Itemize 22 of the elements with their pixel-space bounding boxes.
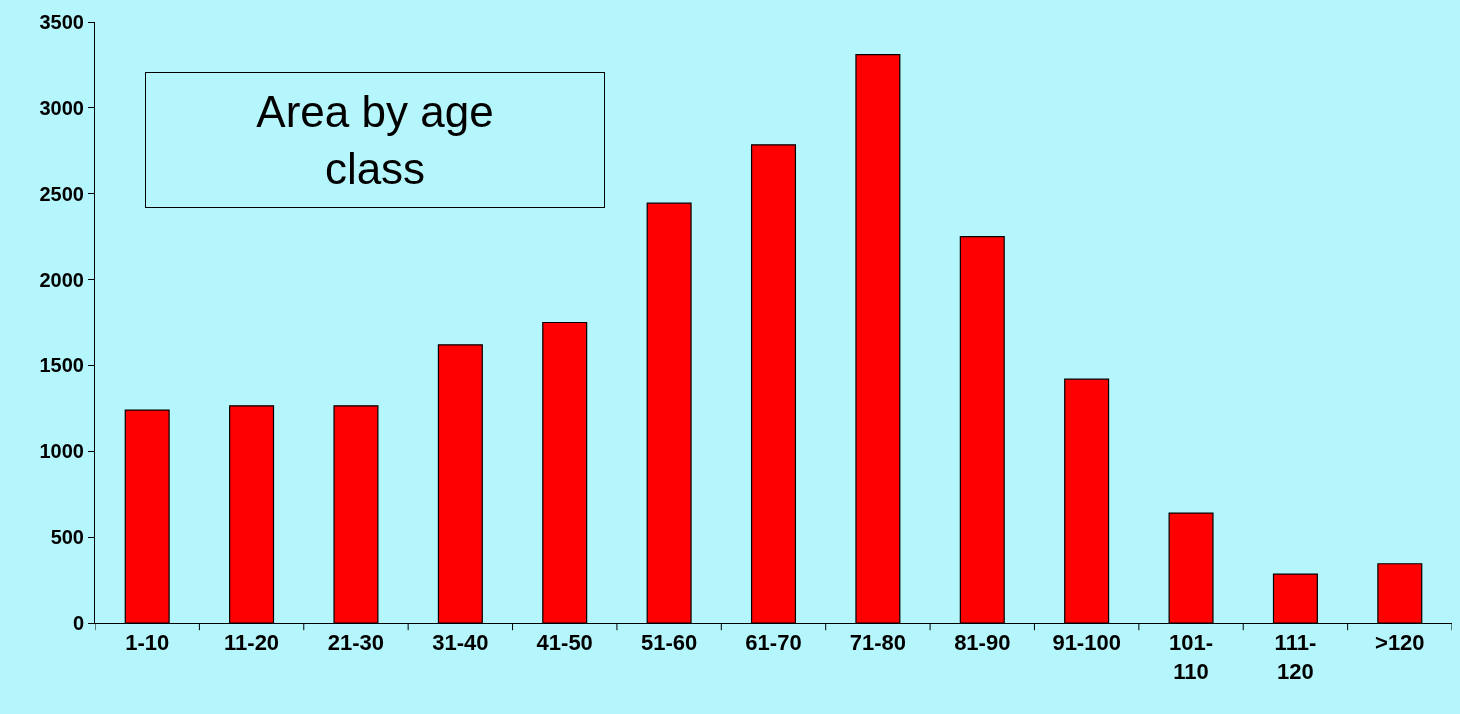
y-tick-label: 500 [50, 526, 84, 549]
y-tick-label: 0 [72, 612, 84, 634]
x-tick-label: 101-110 [1169, 630, 1214, 684]
y-tick-label: 1000 [39, 440, 84, 463]
x-tick-label: 71-80 [849, 630, 907, 656]
x-tick-label: 61-70 [745, 630, 802, 656]
x-tick-label: 91-100 [1052, 630, 1121, 656]
x-tick-label: 111-120 [1274, 630, 1317, 684]
x-tick-label: 41-50 [536, 630, 593, 656]
y-tick-label: 3500 [39, 11, 84, 33]
x-tick-label: >120 [1375, 630, 1425, 656]
x-tick-label: 81-90 [954, 630, 1011, 656]
x-tick-label: 31-40 [432, 630, 489, 656]
y-tick-label: 2500 [39, 182, 84, 205]
x-tick-label: 21-30 [327, 630, 385, 656]
x-tick-label: 11-20 [224, 630, 280, 656]
text: Area by age class [256, 87, 494, 194]
x-tick-label: 1-10 [125, 630, 170, 656]
y-tick-label: 1500 [39, 354, 84, 377]
x-tick-label: 51-60 [640, 630, 698, 656]
y-tick-label: 3000 [39, 96, 84, 119]
y-tick-label: 2000 [39, 268, 84, 291]
